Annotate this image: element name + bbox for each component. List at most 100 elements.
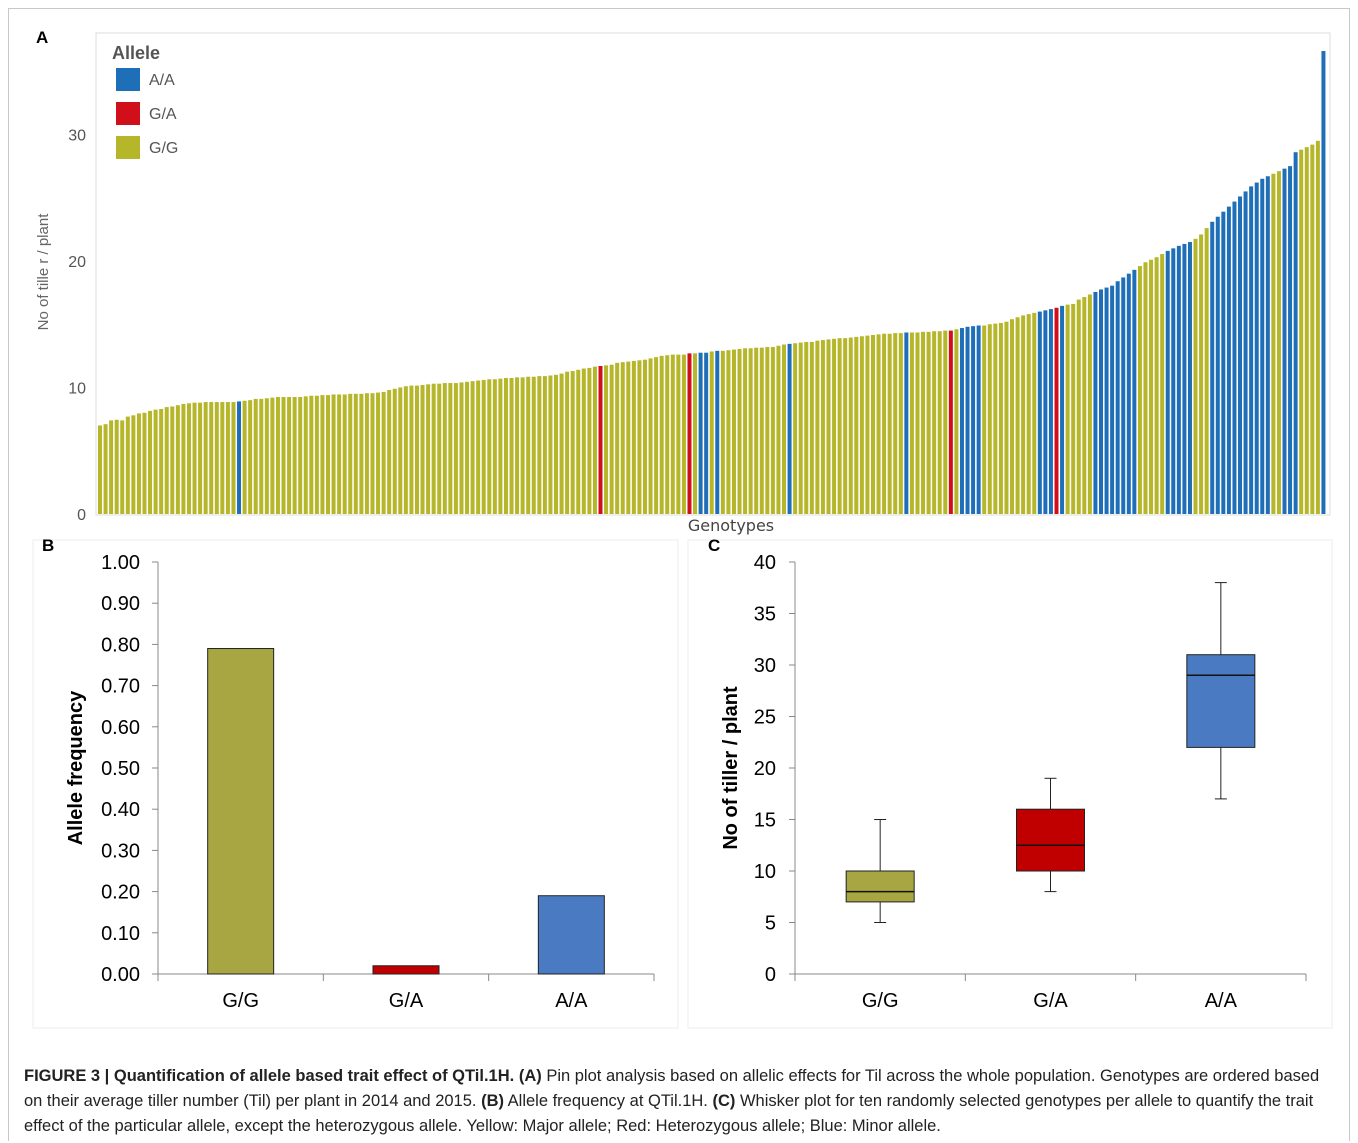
caption-b-label: (B) (481, 1092, 504, 1110)
pin-bar (1060, 305, 1065, 514)
pin-bar (1015, 317, 1020, 514)
pin-bar (331, 394, 336, 514)
pin-bar (1243, 191, 1248, 514)
pin-bar (1093, 291, 1098, 514)
pin-bar (932, 331, 937, 514)
pin-bar (948, 330, 953, 514)
pin-bar (870, 335, 875, 514)
box-iqr (1016, 808, 1085, 872)
pin-bar (1321, 51, 1326, 514)
pin-bar (604, 365, 609, 514)
pin-bar (1004, 321, 1009, 514)
panel-c-xtick-label: G/A (1033, 990, 1068, 1012)
pin-bar (192, 402, 197, 514)
pin-bar (754, 347, 759, 514)
pin-bar (120, 420, 125, 514)
pin-bar (1215, 216, 1220, 514)
pin-bar (798, 342, 803, 514)
panel-a-label: A (36, 28, 48, 47)
panel-b-label: B (42, 536, 54, 555)
pin-bar (1304, 147, 1309, 514)
pin-bar (1293, 152, 1298, 514)
pin-bar (431, 383, 436, 514)
pin-bar (843, 338, 848, 514)
pin-bar (1249, 186, 1254, 514)
panel-a-ytick-label: 20 (68, 254, 86, 271)
pin-bar (737, 348, 742, 514)
pin-bar (592, 366, 597, 514)
pin-bar (198, 402, 203, 514)
panel-b-ytick-label: 0.20 (101, 882, 140, 904)
pin-bar (681, 354, 686, 514)
pin-bar (131, 415, 136, 514)
pin-bar (804, 341, 809, 514)
pin-bar (698, 352, 703, 514)
panel-b-ylabel: Allele frequency (65, 690, 87, 845)
pin-bar (731, 349, 736, 514)
pin-bar (587, 367, 592, 514)
pin-bar (448, 383, 453, 514)
panel-c-ytick-label: 10 (754, 861, 776, 883)
pin-bar (181, 403, 186, 514)
box-iqr (845, 870, 915, 903)
pin-bar (1265, 176, 1270, 514)
pin-bar (1115, 281, 1120, 514)
pin-bar (114, 419, 119, 514)
pin-bar (465, 381, 470, 514)
pin-bar (837, 338, 842, 514)
pin-bar (1065, 304, 1070, 514)
pin-bar (748, 348, 753, 514)
pin-bar (993, 323, 998, 514)
panel-a-xlabel: Genotypes (688, 516, 774, 535)
pin-bar (398, 387, 403, 514)
panel-c: C 0 5 10 15 20 25 30 35 40 G/G G/A A/A No of tiller… (687, 536, 1333, 1029)
pin-bar (1171, 248, 1176, 514)
panel-c-ytick-label: 30 (754, 655, 776, 677)
pin-bar (676, 354, 681, 514)
pin-bar (1082, 297, 1087, 514)
pin-bar (220, 402, 225, 514)
legend-label-ga: G/A (149, 106, 177, 123)
pin-bar (743, 348, 748, 514)
pin-bar (437, 383, 442, 514)
pin-bar (403, 386, 408, 515)
pin-bar (453, 383, 458, 514)
panel-b-xtick-label: A/A (555, 990, 588, 1012)
pin-bar (620, 362, 625, 514)
pin-bar (576, 369, 581, 514)
pin-bar (937, 331, 942, 514)
pin-bar (537, 376, 542, 515)
legend-title: Allele (112, 43, 160, 63)
pin-bar (859, 336, 864, 514)
pin-bar (998, 322, 1003, 515)
pin-bar (292, 396, 297, 514)
pin-bar (253, 398, 258, 514)
pin-bar (720, 350, 725, 514)
figure-caption: FIGURE 3 | Quantification of allele base… (24, 1064, 1342, 1139)
panel-b-ytick-label: 0.70 (101, 676, 140, 698)
pin-bar (1193, 238, 1198, 515)
pin-bar (631, 360, 636, 514)
panel-c-ytick-label: 35 (754, 604, 776, 626)
pin-bar (782, 344, 787, 514)
panel-b-xtick-label: G/G (222, 990, 259, 1012)
pin-bar (442, 383, 447, 514)
pin-bar (1099, 289, 1103, 514)
pin-bar (904, 332, 909, 514)
panel-a: A 0 10 20 30 No of tille r / plant Genotype… (35, 28, 1331, 535)
pin-bar (1037, 311, 1042, 514)
pin-bar (971, 326, 976, 514)
panel-c-xtick-label: A/A (1205, 990, 1238, 1012)
pin-bar (1143, 262, 1148, 514)
pin-bar (1110, 285, 1115, 514)
pin-bar (832, 338, 837, 514)
pin-bar (565, 371, 570, 514)
pin-bar (765, 347, 770, 514)
pin-bar (665, 355, 670, 514)
pin-bar (1182, 243, 1187, 515)
allele-frequency-bar (537, 895, 605, 975)
panel-b-ytick-label: 0.40 (101, 799, 140, 821)
pin-bar (103, 424, 108, 514)
pin-bar (459, 382, 464, 514)
pin-bar (715, 350, 720, 514)
